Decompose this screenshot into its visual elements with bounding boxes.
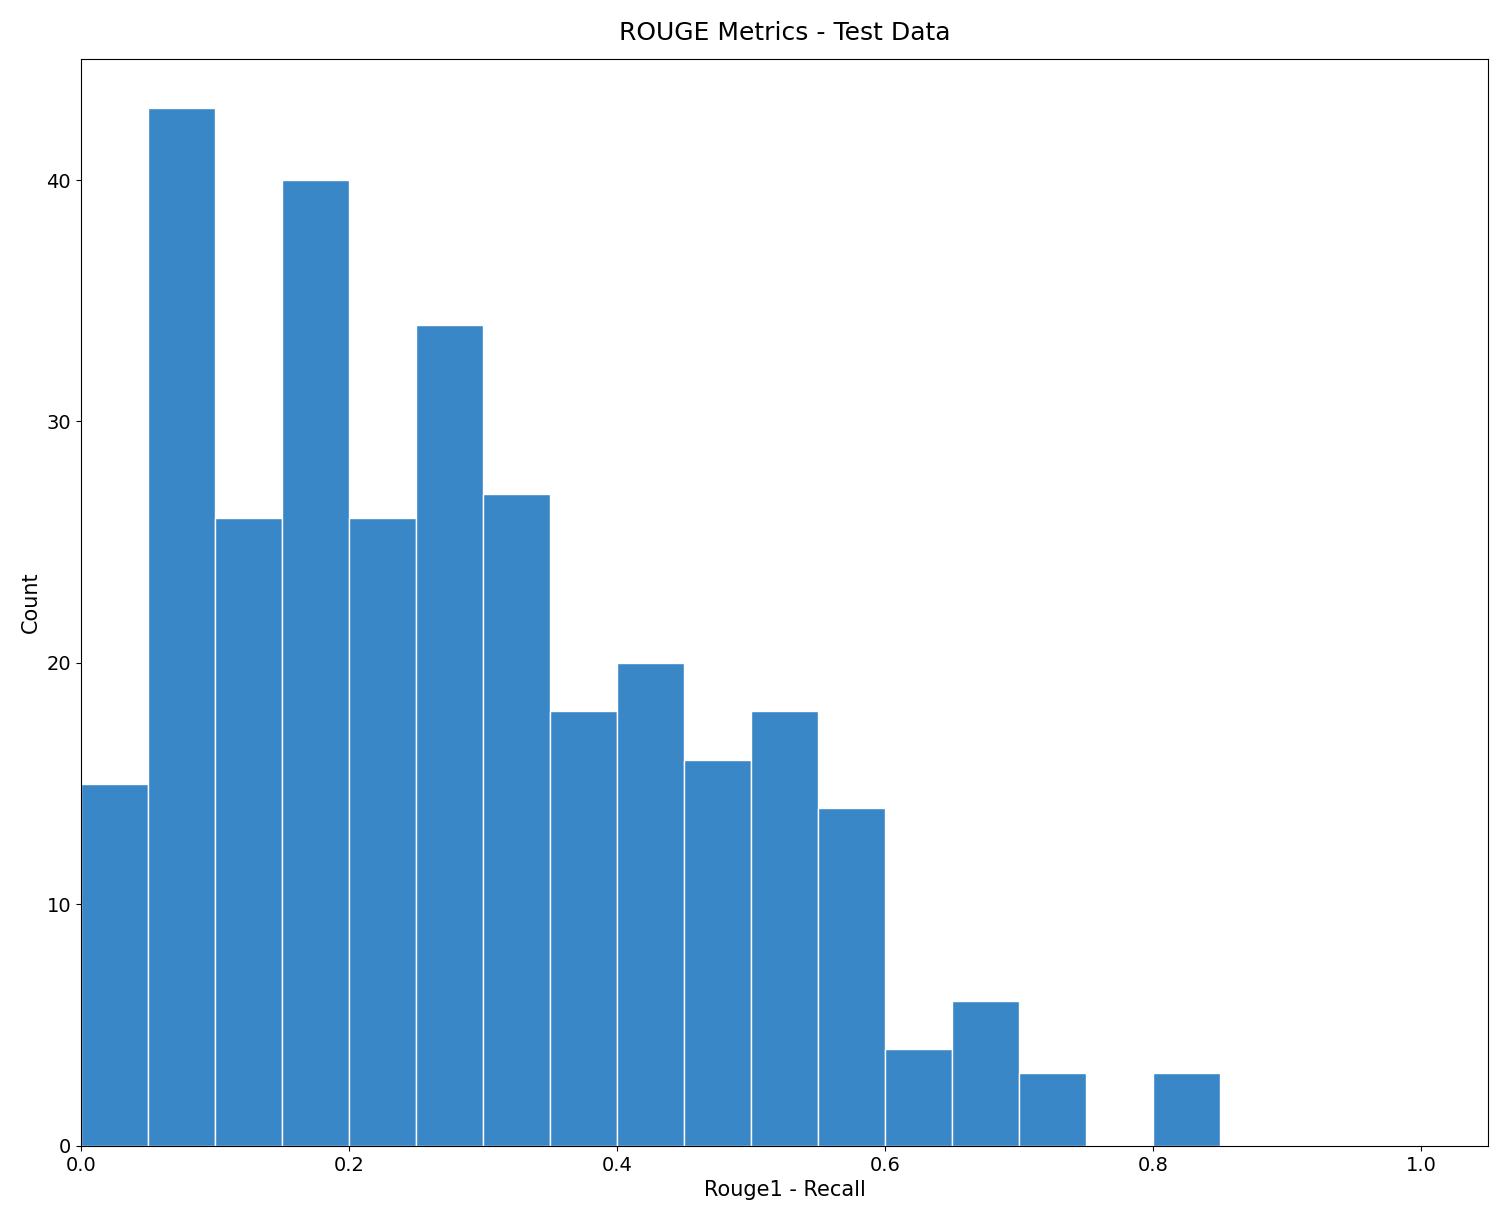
Bar [148, 107, 214, 1145]
Bar [549, 712, 617, 1145]
Bar [1153, 1073, 1221, 1145]
X-axis label: Rouge1 - Recall: Rouge1 - Recall [703, 1181, 865, 1200]
Bar [282, 179, 349, 1145]
Bar [483, 495, 549, 1145]
Y-axis label: Count: Count [21, 571, 41, 634]
Bar [818, 808, 884, 1145]
Bar [1019, 1073, 1086, 1145]
Title: ROUGE Metrics - Test Data: ROUGE Metrics - Test Data [619, 21, 951, 45]
Bar [617, 663, 684, 1145]
Bar [349, 518, 416, 1145]
Bar [416, 325, 483, 1145]
Bar [81, 784, 148, 1145]
Bar [952, 1001, 1019, 1145]
Bar [684, 759, 751, 1145]
Bar [751, 712, 818, 1145]
Bar [884, 1049, 952, 1145]
Bar [214, 518, 282, 1145]
